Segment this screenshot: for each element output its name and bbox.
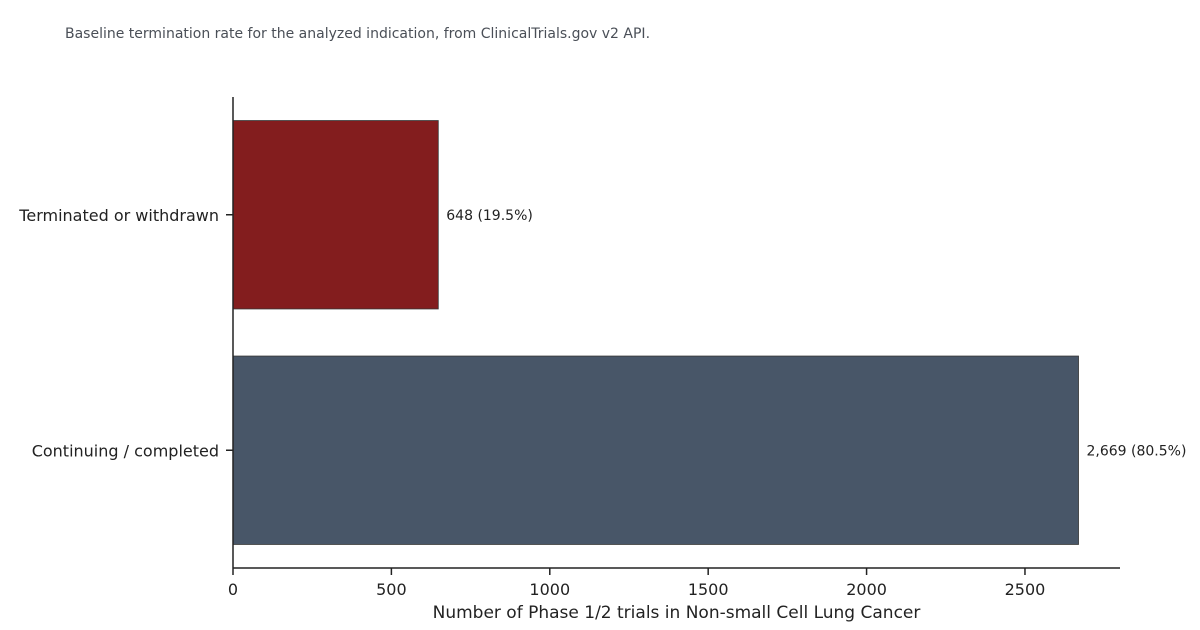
bars-group bbox=[232, 120, 1079, 545]
x-tick-label-1: 500 bbox=[376, 580, 407, 599]
x-tick-label-4: 2000 bbox=[846, 580, 887, 599]
bar-data-label-1: 2,669 (80.5%) bbox=[1087, 443, 1187, 459]
x-axis-ticks: 0 500 1000 1500 2000 2500 bbox=[228, 568, 1045, 599]
y-tick-label-0: Terminated or withdrawn bbox=[18, 206, 219, 225]
x-tick-label-0: 0 bbox=[228, 580, 238, 599]
bar-labels-group: 648 (19.5%) 2,669 (80.5%) bbox=[446, 208, 1186, 460]
x-tick-label-5: 2500 bbox=[1005, 580, 1046, 599]
chart-subtitle: Baseline termination rate for the analyz… bbox=[65, 26, 651, 42]
bar-0 bbox=[232, 120, 439, 310]
x-tick-label-3: 1500 bbox=[688, 580, 729, 599]
bar-data-label-0: 648 (19.5%) bbox=[446, 208, 533, 224]
y-axis-ticks: Terminated or withdrawn Continuing / comp… bbox=[18, 206, 233, 460]
x-axis-title: Number of Phase 1/2 trials in Non-small … bbox=[433, 603, 921, 623]
y-tick-label-1: Continuing / completed bbox=[32, 441, 219, 460]
bar-1 bbox=[232, 355, 1079, 545]
x-tick-label-2: 1000 bbox=[529, 580, 570, 599]
